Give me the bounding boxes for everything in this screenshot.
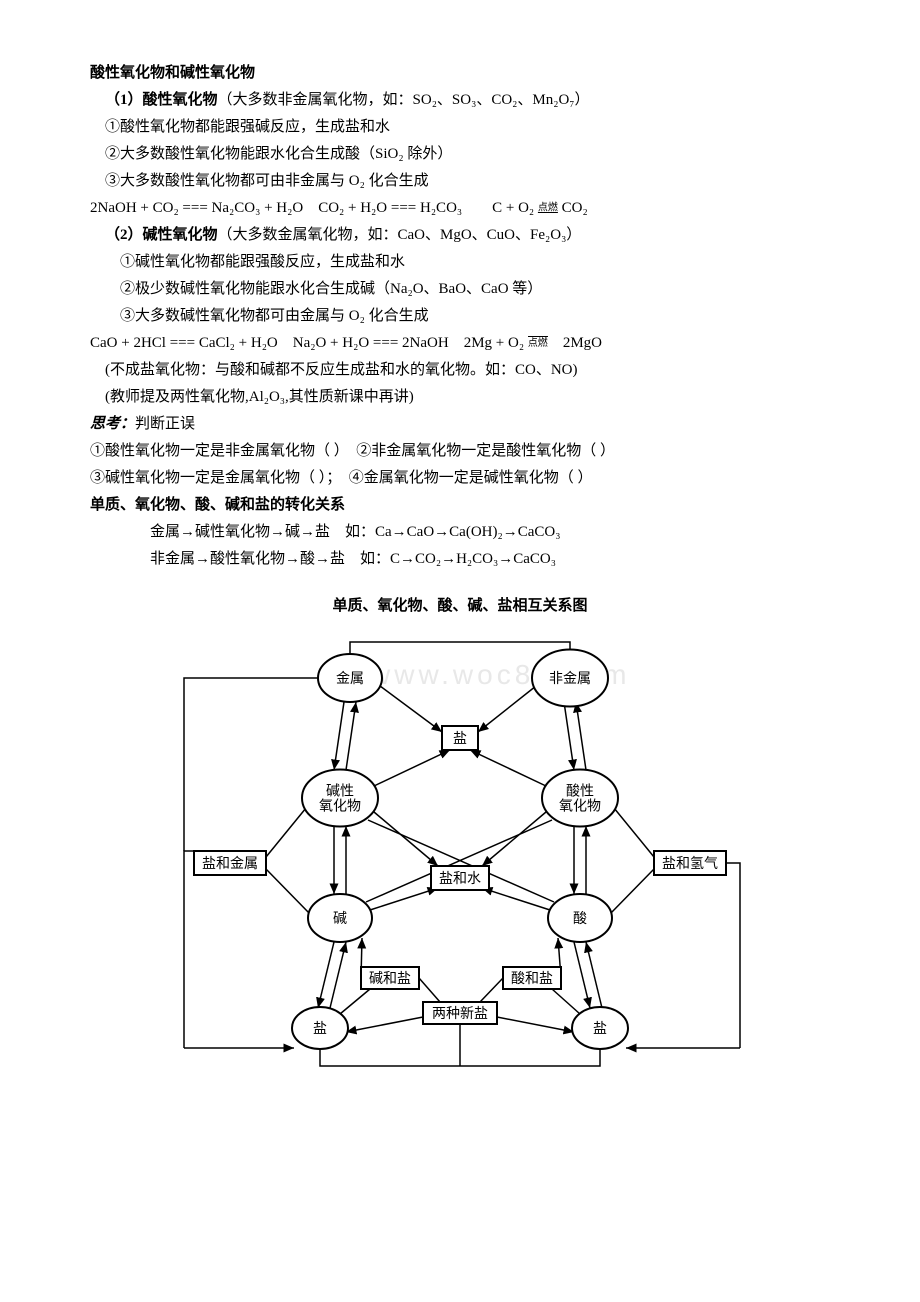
svg-text:盐和金属: 盐和金属 bbox=[202, 856, 258, 872]
svg-text:碱性: 碱性 bbox=[326, 784, 354, 800]
eq1-cond: 点燃 bbox=[538, 203, 558, 214]
note1: (不成盐氧化物：与酸和碱都不反应生成盐和水的氧化物。如：CO、NO) bbox=[90, 357, 830, 384]
sub1-item1: ①酸性氧化物都能跟强碱反应，生成盐和水 bbox=[90, 114, 830, 141]
note2: (教师提及两性氧化物,Al₂O₃,其性质新课中再讲) bbox=[90, 384, 830, 411]
svg-text:盐和水: 盐和水 bbox=[439, 871, 481, 887]
equation1: 2NaOH + CO₂ === Na₂CO₃ + H₂O CO₂ + H₂O =… bbox=[90, 195, 830, 222]
svg-text:氧化物: 氧化物 bbox=[319, 799, 361, 815]
section2-line1: 金属→碱性氧化物→碱→盐 如：Ca→CaO→Ca(OH)₂→CaCO₃ bbox=[90, 519, 830, 546]
svg-text:金属: 金属 bbox=[336, 671, 364, 687]
svg-text:盐和氢气: 盐和氢气 bbox=[662, 856, 718, 872]
svg-text:碱: 碱 bbox=[333, 911, 347, 927]
eq1-tail: CO₂ bbox=[558, 200, 588, 216]
svg-text:酸: 酸 bbox=[573, 911, 587, 927]
svg-text:两种新盐: 两种新盐 bbox=[432, 1006, 488, 1022]
sub1-item2: ②大多数酸性氧化物能跟水化合生成酸（SiO₂ 除外） bbox=[90, 141, 830, 168]
sub2-item2: ②极少数碱性氧化物能跟水化合生成碱（Na₂O、BaO、CaO 等） bbox=[90, 276, 830, 303]
eq1-main: 2NaOH + CO₂ === Na₂CO₃ + H₂O CO₂ + H₂O =… bbox=[90, 200, 538, 216]
svg-text:氧化物: 氧化物 bbox=[559, 799, 601, 815]
think-label: 思考： bbox=[90, 416, 135, 432]
think-q1: ①酸性氧化物一定是非金属氧化物（ ） ②非金属氧化物一定是酸性氧化物（ ） bbox=[90, 438, 830, 465]
svg-text:盐: 盐 bbox=[593, 1021, 607, 1037]
sub2-desc: （大多数金属氧化物，如：CaO、MgO、CuO、Fe₂O₃） bbox=[218, 227, 582, 243]
think-line: 思考：判断正误 bbox=[90, 411, 830, 438]
sub2-item1: ①碱性氧化物都能跟强酸反应，生成盐和水 bbox=[90, 249, 830, 276]
sub1-line: （1）酸性氧化物（大多数非金属氧化物，如：SO₂、SO₃、CO₂、Mn₂O₇） bbox=[90, 87, 830, 114]
svg-text:酸和盐: 酸和盐 bbox=[511, 971, 553, 987]
section1-title: 酸性氧化物和碱性氧化物 bbox=[90, 60, 830, 87]
sub2-item3: ③大多数碱性氧化物都可由金属与 O₂ 化合生成 bbox=[90, 303, 830, 330]
sub2-title: （2）碱性氧化物 bbox=[105, 227, 218, 243]
think-title: 判断正误 bbox=[135, 416, 195, 432]
eq2-main: CaO + 2HCl === CaCl₂ + H₂O Na₂O + H₂O ==… bbox=[90, 335, 528, 351]
svg-text:酸性: 酸性 bbox=[566, 784, 594, 800]
svg-text:碱和盐: 碱和盐 bbox=[369, 971, 411, 987]
svg-text:盐: 盐 bbox=[453, 731, 467, 747]
sub1-item3: ③大多数酸性氧化物都可由非金属与 O₂ 化合生成 bbox=[90, 168, 830, 195]
sub2-line: （2）碱性氧化物（大多数金属氧化物，如：CaO、MgO、CuO、Fe₂O₃） bbox=[90, 222, 830, 249]
svg-text:盐: 盐 bbox=[313, 1021, 327, 1037]
diagram-title: 单质、氧化物、酸、碱、盐相互关系图 bbox=[90, 593, 830, 620]
sub1-desc: （大多数非金属氧化物，如：SO₂、SO₃、CO₂、Mn₂O₇） bbox=[218, 92, 590, 108]
sub1-title: （1）酸性氧化物 bbox=[105, 92, 218, 108]
section2-line2: 非金属→酸性氧化物→酸→盐 如：C→CO₂→H₂CO₃→CaCO₃ bbox=[90, 546, 830, 573]
think-q2: ③碱性氧化物一定是金属氧化物（ ）； ④金属氧化物一定是碱性氧化物（ ） bbox=[90, 465, 830, 492]
section2-title: 单质、氧化物、酸、碱和盐的转化关系 bbox=[90, 492, 830, 519]
eq2-cond: 点燃 bbox=[528, 336, 548, 349]
equation2: CaO + 2HCl === CaCl₂ + H₂O Na₂O + H₂O ==… bbox=[90, 330, 830, 357]
relationship-diagram: 金属非金属盐碱性氧化物酸性氧化物盐和金属盐和水盐和氢气碱酸碱和盐酸和盐两种新盐盐… bbox=[170, 628, 750, 1078]
eq2-tail: 2MgO bbox=[548, 335, 602, 351]
svg-text:非金属: 非金属 bbox=[549, 671, 591, 687]
